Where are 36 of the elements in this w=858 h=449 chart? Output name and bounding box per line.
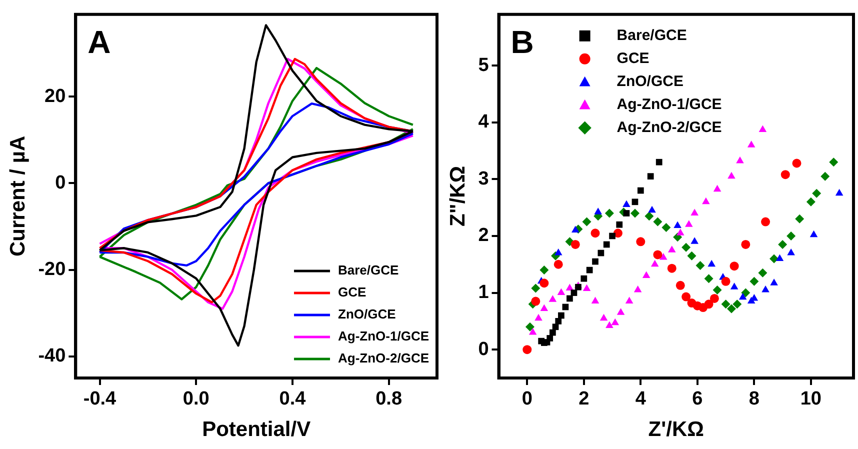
x-axis-title: Potential/V: [202, 418, 311, 442]
legend-label: Ag-ZnO-2/GCE: [338, 350, 430, 366]
annotation: B: [510, 24, 534, 60]
legend-label: Ag-ZnO-1/GCE: [338, 328, 430, 344]
y-axis-title: Z"/KΩ: [446, 166, 470, 227]
legend-label: Bare/GCE: [616, 27, 687, 44]
x-tick-label: -0.4: [83, 388, 117, 410]
y-tick-label: -40: [38, 346, 66, 367]
y-axis-title: Current / µA: [6, 136, 30, 257]
x-tick-label: 4: [635, 388, 646, 410]
y-tick-label: -20: [38, 259, 66, 280]
legend-label: ZnO/GCE: [338, 306, 396, 322]
y-tick-label: 2: [478, 225, 489, 246]
legend-label: Bare/GCE: [338, 262, 400, 278]
y-tick-label: 1: [478, 282, 490, 304]
x-tick-label: 0: [522, 388, 532, 410]
legend-label: Ag-ZnO-2/GCE: [616, 119, 722, 136]
x-tick-label: 2: [578, 388, 590, 410]
x-tick-label: 8: [748, 388, 760, 410]
legend-label: GCE: [616, 50, 650, 68]
x-tick-label: 6: [692, 388, 703, 410]
annotation: A: [88, 24, 111, 60]
y-tick-label: 3: [478, 168, 489, 190]
x-axis-title: Z'/KΩ: [648, 418, 704, 442]
x-tick-label: 0.0: [182, 388, 210, 410]
legend-label: Ag-ZnO-1/GCE: [616, 96, 722, 114]
y-tick-label: 20: [44, 86, 66, 107]
y-tick-label: 0: [55, 172, 66, 194]
legend-label: GCE: [338, 284, 367, 300]
legend-label: ZnO/GCE: [616, 73, 684, 90]
y-tick-label: 5: [478, 54, 490, 76]
y-tick-label: 4: [478, 112, 490, 133]
y-tick-label: 0: [478, 338, 489, 360]
x-tick-label: 0.8: [376, 388, 402, 410]
x-tick-label: 0.4: [279, 388, 306, 410]
x-tick-label: 10: [800, 388, 822, 410]
